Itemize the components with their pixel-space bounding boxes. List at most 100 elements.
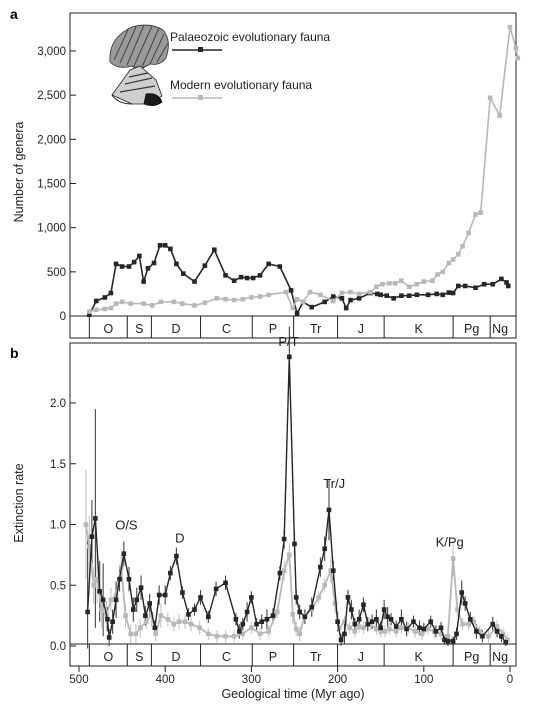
panel-b-x-tick-label: 400 [156, 674, 175, 686]
panel-b-data-point [500, 631, 506, 637]
panel-b-data-point [165, 616, 171, 622]
panel-b-annotation: Tr/J [323, 476, 345, 491]
panel-a-data-point [238, 274, 244, 280]
panel-b-data-point [138, 585, 144, 590]
panel-b-data-point [322, 582, 327, 588]
panel-a-data-point [266, 292, 271, 298]
panel-a-data-point [440, 269, 446, 275]
panel-b-data-point [266, 629, 271, 634]
panel-a-data-point [322, 299, 327, 305]
panel-a-data-point [192, 279, 197, 284]
panel-a-data-point [119, 264, 125, 269]
panel-b-data-point [309, 604, 315, 610]
brachiopod-shell-icon [109, 24, 169, 70]
panel-a-data-point [145, 266, 151, 271]
panel-b-data-point [137, 625, 143, 631]
panel-a-data-point [93, 298, 99, 304]
panel-b-data-point [100, 597, 106, 603]
panel-a-period-label: K [414, 322, 423, 336]
panel-a-data-point [171, 299, 177, 305]
panel-b-data-point [293, 626, 299, 632]
panel-b-data-point [287, 552, 292, 558]
panel-b-data-point [369, 619, 375, 624]
panel-b-period-label: C [222, 650, 231, 664]
panel-b-x-ticks: 500 400 300 200 100 0 [69, 666, 513, 686]
panel-b-data-point [297, 609, 302, 615]
panel-b-data-point [428, 619, 433, 624]
legend-label-palaeozoic: Palaeozoic evolutionary fauna [170, 30, 330, 44]
panel-b-data-point [174, 553, 179, 559]
panel-b-data-point [347, 625, 352, 631]
panel-a-data-point [507, 24, 513, 30]
panel-b-data-point [192, 607, 197, 612]
panel-b-data-point [326, 507, 332, 513]
panel-a-series-line-1 [89, 26, 519, 313]
panel-b-data-point [471, 619, 477, 624]
panel-a-data-point [374, 284, 379, 290]
panel-b-data-point [404, 626, 409, 632]
panel-a-data-point [231, 297, 237, 303]
panel-a-data-point [244, 275, 250, 281]
panel-b-data-point [198, 595, 203, 600]
panel-b-data-point [425, 626, 431, 632]
panel-a-data-point [113, 261, 119, 267]
panel-b-data-point [259, 619, 265, 624]
panel-b-data-point [287, 354, 292, 360]
panel-a-data-point [473, 285, 478, 291]
panel-a-data-point [406, 284, 412, 290]
panel-b-data-point [316, 595, 321, 600]
panel-b-data-point [494, 624, 500, 629]
x-axis-title: Geological time (Myr ago) [221, 687, 364, 701]
panel-a-data-point [374, 291, 380, 297]
panel-b-data-point [445, 633, 451, 639]
panel-b-data-point [249, 625, 254, 631]
panel-b-data-point [419, 631, 425, 637]
panel-b-data-point [270, 613, 276, 618]
panel-a-frame [69, 12, 517, 339]
panel-b-data-point [356, 624, 362, 629]
panel-a-data-point [380, 281, 385, 287]
panel-b-data-point [365, 621, 371, 627]
panel-b-data-point [385, 614, 390, 620]
panel-a-data-point [393, 281, 398, 286]
panel-b-data-point [281, 536, 287, 542]
panel-b-data-point [274, 609, 280, 615]
panel-b-data-point [342, 619, 347, 624]
panel-a-data-point [300, 299, 306, 305]
panel-b-data-point [233, 616, 239, 622]
panel-b-data-point [113, 597, 119, 603]
panel-b-data-point [89, 534, 95, 539]
panel-a-data-point [513, 46, 519, 51]
panel-a-data-point [141, 301, 146, 306]
panel-b-data-point [158, 613, 164, 618]
panel-b-data-point [374, 616, 379, 622]
panel-b-data-point [368, 621, 373, 627]
panel-a-period-label: S [135, 322, 143, 336]
gastropod-shell-icon [111, 65, 163, 106]
panel-b-data-point [180, 590, 185, 595]
panel-b-annotation: P/T [278, 334, 298, 349]
panel-b-data-point [421, 626, 427, 632]
panel-b: b Extinction rate 0.0 0.5 1.0 1.5 2.0 500 400… [10, 326, 517, 701]
panel-b-data-point [374, 626, 379, 632]
panel-b-data-point [338, 637, 344, 643]
panel-b-data-point [454, 631, 459, 637]
panel-b-data-point [499, 633, 504, 639]
panel-a-data-point [202, 263, 208, 268]
panel-a-data-point [151, 260, 157, 266]
panel-b-data-point [352, 629, 358, 634]
panel-b-data-point [342, 631, 347, 637]
panel-a-data-point [339, 296, 345, 301]
panel-a-data-point [391, 296, 396, 301]
panel-b-data-point [332, 601, 338, 606]
panel-a-data-point [257, 273, 263, 278]
panel-b-data-point [281, 568, 287, 573]
panel-b-data-point [91, 582, 96, 588]
panel-b-data-point [433, 629, 439, 634]
legend-marker-modern [198, 95, 203, 100]
panel-b-data-point [438, 625, 444, 631]
panel-b-annotation: K/Pg [436, 534, 464, 549]
panel-b-data-point [113, 592, 119, 598]
panel-a-data-point [309, 304, 315, 310]
panel-a-data-point [214, 296, 220, 301]
